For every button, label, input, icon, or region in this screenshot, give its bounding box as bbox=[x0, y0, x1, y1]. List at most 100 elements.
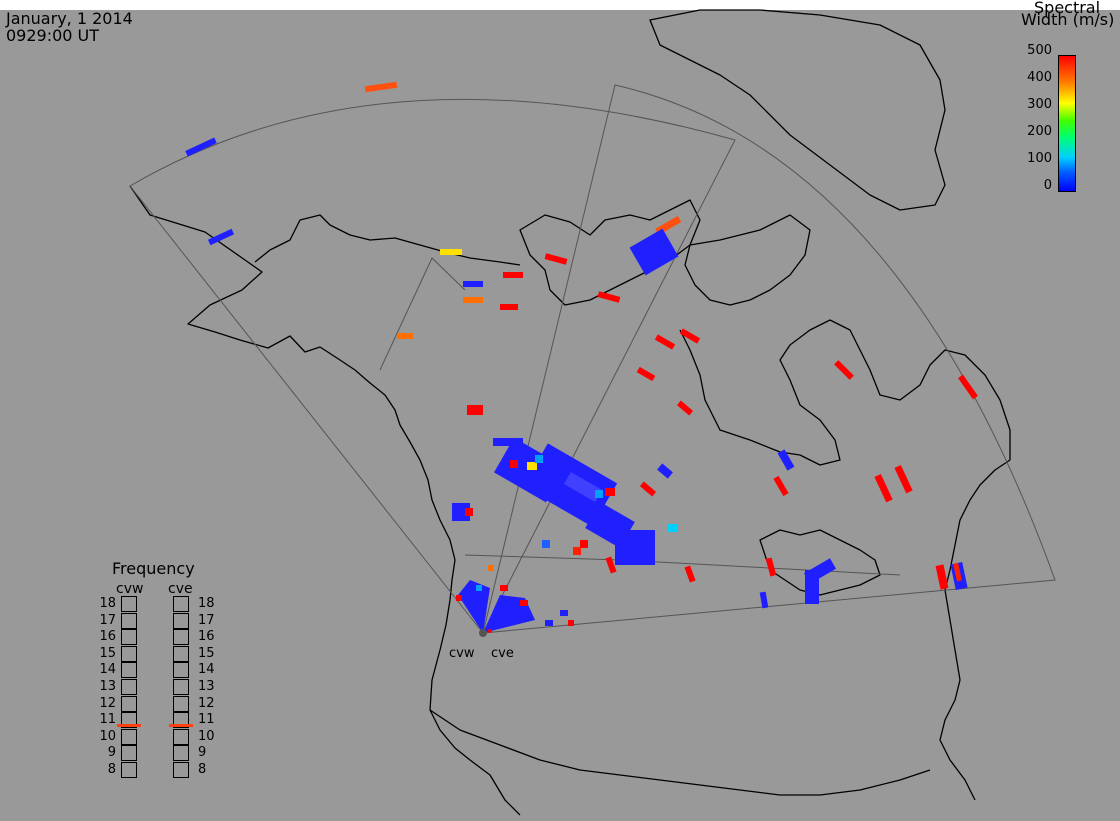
echo bbox=[542, 540, 550, 548]
echo bbox=[568, 620, 574, 626]
scatter-data bbox=[185, 81, 978, 633]
colorbar-tick: 500 bbox=[1027, 43, 1052, 58]
frequency-level-label-left: 11 bbox=[99, 712, 116, 728]
echo bbox=[488, 565, 494, 571]
frequency-box bbox=[173, 612, 189, 629]
echo bbox=[463, 297, 483, 303]
echo bbox=[500, 585, 508, 591]
echo bbox=[953, 562, 962, 582]
frequency-level-label-left: 9 bbox=[107, 745, 116, 761]
echo bbox=[654, 334, 676, 350]
frequency-box bbox=[121, 712, 137, 729]
echo bbox=[676, 400, 694, 416]
frequency-box bbox=[173, 645, 189, 662]
frequency-level-label-right: 9 bbox=[198, 745, 207, 761]
frequency-box bbox=[173, 712, 189, 729]
frequency-level-label-right: 13 bbox=[198, 679, 215, 694]
echo bbox=[207, 228, 235, 246]
colorbar-title-line1: Spectral bbox=[1034, 0, 1101, 17]
echo bbox=[777, 449, 795, 471]
frequency-level-label-right: 10 bbox=[198, 728, 215, 744]
frequency-level-label-left: 15 bbox=[99, 645, 116, 661]
time-title: 0929:00 UT bbox=[6, 26, 100, 45]
frequency-selected-marker bbox=[117, 724, 141, 728]
frequency-box bbox=[121, 679, 137, 695]
echo bbox=[629, 228, 679, 276]
echo bbox=[535, 455, 543, 463]
echo bbox=[527, 462, 537, 470]
frequency-box bbox=[121, 645, 137, 662]
coastline-west bbox=[129, 185, 521, 816]
frequency-title: Frequency bbox=[112, 559, 195, 578]
colorbar-tick: 200 bbox=[1027, 124, 1052, 139]
echo bbox=[520, 600, 528, 606]
frequency-radar-label-cvw: cvw bbox=[116, 581, 144, 597]
echo bbox=[636, 366, 656, 382]
coastline-gulf bbox=[429, 709, 931, 796]
colorbar-tick: 300 bbox=[1027, 97, 1052, 112]
coastline-baffin bbox=[684, 214, 811, 306]
coastline-atlantic bbox=[939, 459, 1011, 801]
echo bbox=[452, 503, 470, 521]
frequency-box bbox=[173, 745, 189, 762]
radar-site-label-cvw: cvw bbox=[449, 646, 475, 661]
frequency-box bbox=[121, 695, 137, 712]
coastline-hudson-bay bbox=[679, 319, 1011, 466]
colorbar bbox=[1058, 55, 1076, 192]
frequency-level-label-right: 16 bbox=[198, 629, 215, 645]
echo bbox=[595, 490, 603, 498]
frequency-level-label-left: 12 bbox=[99, 695, 116, 711]
echo bbox=[185, 137, 217, 157]
echo bbox=[679, 328, 701, 344]
echo bbox=[510, 460, 518, 468]
radar-site-marker bbox=[488, 629, 492, 633]
frequency-level-label-left: 17 bbox=[99, 612, 116, 628]
frequency-box bbox=[173, 762, 189, 778]
echo bbox=[805, 570, 819, 604]
echo bbox=[503, 272, 523, 278]
echo bbox=[463, 281, 483, 287]
frequency-box bbox=[173, 728, 189, 745]
echo bbox=[476, 585, 482, 591]
colorbar-tick: 0 bbox=[1043, 178, 1052, 193]
frequency-level-label-right: 8 bbox=[198, 762, 207, 777]
frequency-box bbox=[173, 629, 189, 646]
echo bbox=[465, 508, 473, 516]
echo bbox=[493, 438, 523, 446]
frequency-box bbox=[121, 762, 137, 778]
echo bbox=[544, 253, 568, 265]
echo bbox=[639, 481, 657, 497]
frequency-level-label-right: 18 bbox=[198, 596, 215, 611]
echo bbox=[545, 620, 553, 626]
frequency-level-label-right: 15 bbox=[198, 645, 215, 661]
echo bbox=[834, 360, 854, 380]
echo bbox=[467, 405, 483, 415]
colorbar-tick: 400 bbox=[1027, 70, 1052, 85]
echo bbox=[874, 474, 893, 503]
frequency-level-label-left: 14 bbox=[99, 662, 116, 678]
echo bbox=[684, 565, 696, 583]
echo bbox=[364, 81, 398, 93]
frequency-box bbox=[173, 679, 189, 695]
echo bbox=[500, 304, 518, 310]
fov-border-line-1 bbox=[379, 257, 466, 371]
echo bbox=[456, 595, 462, 601]
echo bbox=[573, 547, 581, 555]
frequency-box bbox=[121, 662, 137, 679]
echo bbox=[765, 557, 777, 577]
frequency-level-label-left: 18 bbox=[99, 596, 116, 611]
fov-border-line-2 bbox=[464, 554, 901, 576]
echo bbox=[657, 463, 673, 479]
echo bbox=[615, 530, 655, 565]
colorbar-title-line2: Width (m/s) bbox=[1021, 10, 1115, 29]
echo bbox=[759, 591, 769, 609]
echo bbox=[605, 556, 617, 574]
frequency-box bbox=[173, 662, 189, 679]
frequency-box bbox=[121, 745, 137, 762]
frequency-level-label-left: 10 bbox=[99, 728, 116, 744]
top-strip bbox=[0, 0, 1120, 10]
frequency-radar-label-cve: cve bbox=[168, 581, 193, 597]
radar-site-marker bbox=[479, 629, 487, 637]
frequency-level-label-right: 12 bbox=[198, 695, 215, 711]
frequency-box bbox=[121, 612, 137, 629]
